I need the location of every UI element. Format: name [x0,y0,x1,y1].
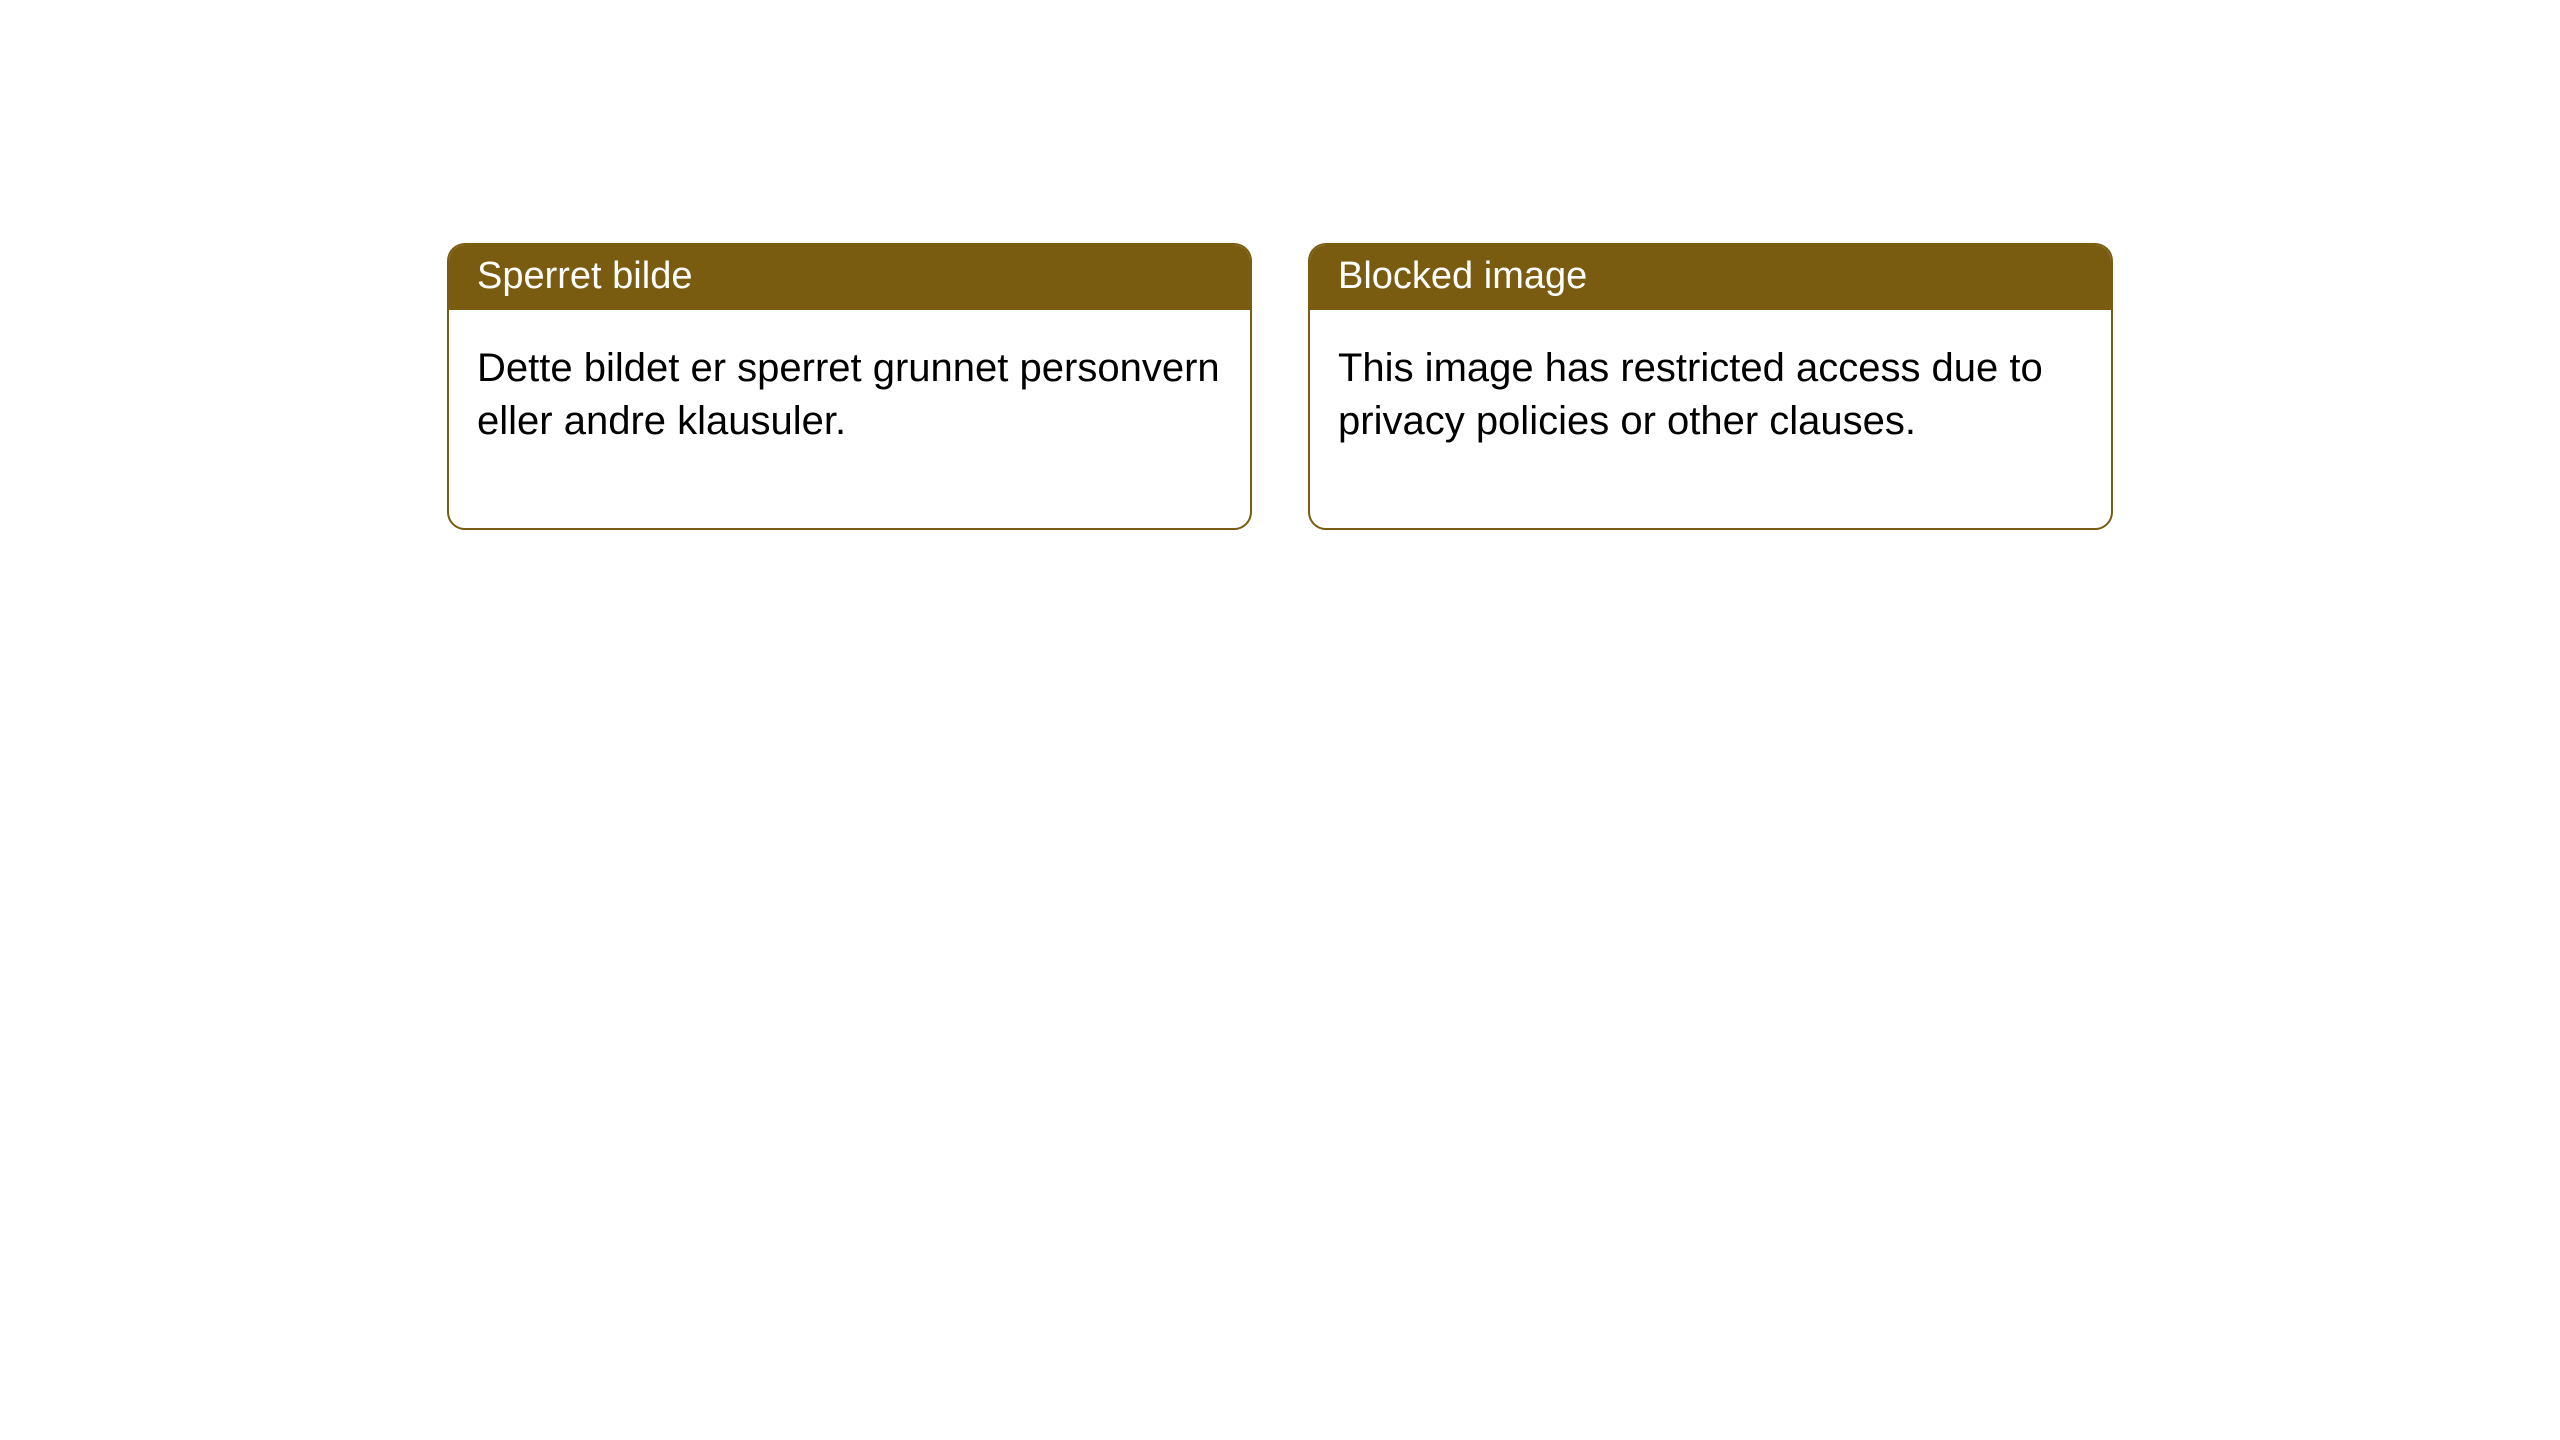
notice-container: Sperret bilde Dette bildet er sperret gr… [0,0,2560,530]
notice-body-norwegian: Dette bildet er sperret grunnet personve… [449,310,1250,528]
notice-title-english: Blocked image [1310,245,2111,310]
notice-title-norwegian: Sperret bilde [449,245,1250,310]
notice-body-english: This image has restricted access due to … [1310,310,2111,528]
notice-card-norwegian: Sperret bilde Dette bildet er sperret gr… [447,243,1252,530]
notice-card-english: Blocked image This image has restricted … [1308,243,2113,530]
